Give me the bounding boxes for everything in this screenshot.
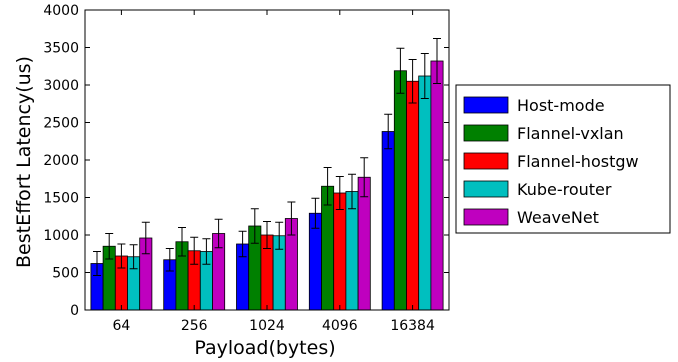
- legend-label: Flannel-vxlan: [517, 124, 624, 143]
- error-bar-flannel-hostgw-64: [117, 243, 126, 269]
- legend-label: Flannel-hostgw: [517, 152, 639, 171]
- error-bar-flannel-hostgw-16384: [408, 59, 417, 104]
- error-bar-weavenet-256: [214, 218, 223, 249]
- y-tick-label: 3500: [43, 41, 79, 57]
- bar-weavenet-16384: [430, 60, 444, 311]
- y-tick-label: 0: [70, 303, 79, 319]
- error-bar-weavenet-64: [141, 221, 150, 255]
- legend-swatch: [463, 96, 509, 114]
- y-tick-label: 2500: [43, 116, 79, 132]
- bar-flannel-hostgw-4096: [333, 192, 347, 311]
- error-bar-host-mode-16384: [384, 113, 393, 150]
- y-tick-label: 500: [52, 266, 79, 282]
- x-axis-title: Payload(bytes): [194, 337, 335, 359]
- error-bar-kube-router-1024: [275, 221, 284, 250]
- bar-kube-router-4096: [345, 191, 359, 311]
- error-bar-flannel-hostgw-256: [190, 236, 199, 265]
- error-bar-host-mode-256: [165, 248, 174, 272]
- bar-flannel-vxlan-16384: [393, 70, 407, 311]
- axes: 0 500 1000 1500 2000 2500 3000 3500 4000 64 256 102…: [43, 3, 450, 334]
- y-tick-label: 3000: [43, 78, 79, 94]
- error-bar-weavenet-1024: [287, 201, 296, 236]
- y-tick-label: 1000: [43, 228, 79, 244]
- x-tick-label: 256: [181, 318, 208, 334]
- error-bar-kube-router-256: [202, 238, 211, 265]
- error-bar-kube-router-16384: [420, 53, 429, 99]
- error-bar-weavenet-4096: [360, 157, 369, 198]
- y-tick-label: 2000: [43, 153, 79, 169]
- legend-swatch: [463, 180, 509, 198]
- y-tick-label: 4000: [43, 3, 79, 19]
- error-bar-flannel-vxlan-1024: [250, 208, 259, 244]
- error-bar-host-mode-4096: [311, 197, 320, 229]
- bar-flannel-hostgw-16384: [406, 80, 420, 311]
- error-bar-host-mode-64: [93, 251, 101, 276]
- x-tick-label: 64: [112, 318, 130, 334]
- error-bar-flannel-vxlan-256: [178, 227, 186, 257]
- legend-swatch: [463, 208, 509, 226]
- error-bar-flannel-vxlan-64: [105, 233, 114, 260]
- x-tick-label: 1024: [249, 318, 285, 334]
- legend-label: WeaveNet: [517, 208, 599, 227]
- x-tick-label: 4096: [322, 318, 358, 334]
- error-bar-weavenet-16384: [433, 38, 441, 84]
- plot-area: [90, 38, 444, 311]
- error-bar-kube-router-4096: [348, 173, 356, 210]
- error-bar-flannel-hostgw-1024: [263, 221, 271, 249]
- legend-label: Host-mode: [517, 96, 605, 115]
- legend-label: Kube-router: [517, 180, 612, 199]
- error-bar-flannel-vxlan-4096: [323, 167, 332, 206]
- legend: Host-mode Flannel-vxlan Flannel-hostgw Kube…: [455, 84, 671, 234]
- legend-swatch: [463, 152, 509, 170]
- bar-host-mode-16384: [381, 131, 395, 311]
- y-axis-title: BestEffort Latency(us): [13, 56, 35, 268]
- y-tick-label: 1500: [43, 191, 79, 207]
- x-tick-label: 16384: [390, 318, 435, 334]
- error-bar-kube-router-64: [129, 244, 138, 270]
- legend-swatch: [463, 124, 509, 142]
- error-bar-flannel-vxlan-16384: [396, 47, 405, 94]
- error-bar-host-mode-1024: [238, 230, 247, 258]
- bar-kube-router-16384: [418, 75, 432, 311]
- error-bar-flannel-hostgw-4096: [335, 176, 344, 210]
